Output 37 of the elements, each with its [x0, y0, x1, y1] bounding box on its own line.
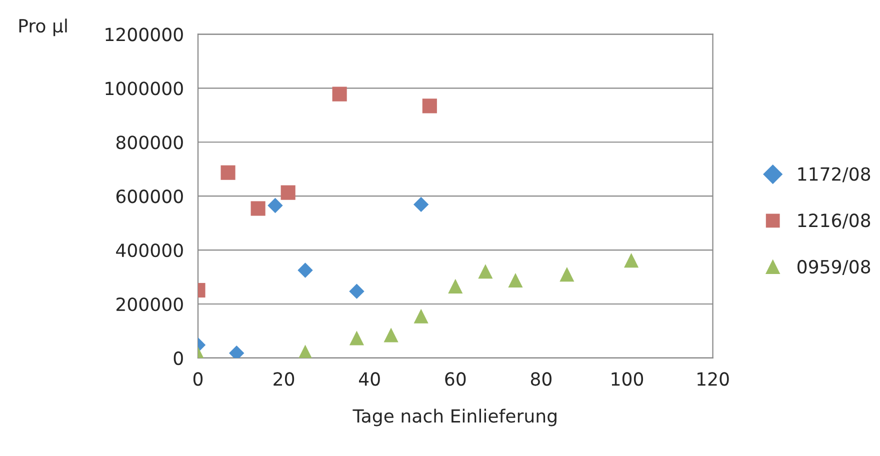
point — [624, 253, 639, 268]
y-axis-title: Pro µl — [19, 18, 67, 36]
x-tick-label: 100 — [612, 372, 644, 386]
point — [349, 330, 364, 346]
x-tick-label: 40 — [358, 372, 380, 386]
point — [332, 86, 347, 102]
point — [422, 98, 437, 114]
y-tick-label: 600000 — [116, 190, 183, 204]
x-tick-label: 20 — [274, 372, 294, 386]
x-tick-label: 0 — [193, 372, 203, 386]
point — [414, 308, 428, 324]
x-tick-label: 80 — [530, 372, 552, 386]
y-tick-label: 0 — [174, 351, 183, 366]
point — [268, 198, 283, 214]
point — [384, 328, 398, 342]
y-tick-label: 1200000 — [106, 28, 183, 42]
x-axis-title: Tage nach Einlieferung — [352, 408, 556, 426]
point — [413, 196, 429, 212]
legend-label: 0959/08 — [798, 260, 870, 275]
point — [478, 264, 493, 279]
y-tick-label: 1000000 — [106, 82, 183, 96]
point — [298, 344, 313, 358]
y-tick-label: 800000 — [116, 136, 183, 150]
x-tick-label: 120 — [698, 372, 729, 386]
point — [448, 278, 463, 294]
point — [280, 185, 296, 200]
legend-label: 1216/08 — [798, 214, 870, 229]
point — [220, 165, 236, 180]
point — [508, 272, 523, 288]
x-tick-label: 60 — [445, 372, 466, 386]
y-tick-label: 200000 — [116, 297, 183, 312]
y-tick-label: 400000 — [116, 244, 183, 258]
point — [349, 284, 364, 299]
legend-label: 1172/08 — [798, 167, 870, 182]
point — [560, 267, 574, 282]
point — [298, 262, 313, 278]
point — [250, 201, 266, 216]
